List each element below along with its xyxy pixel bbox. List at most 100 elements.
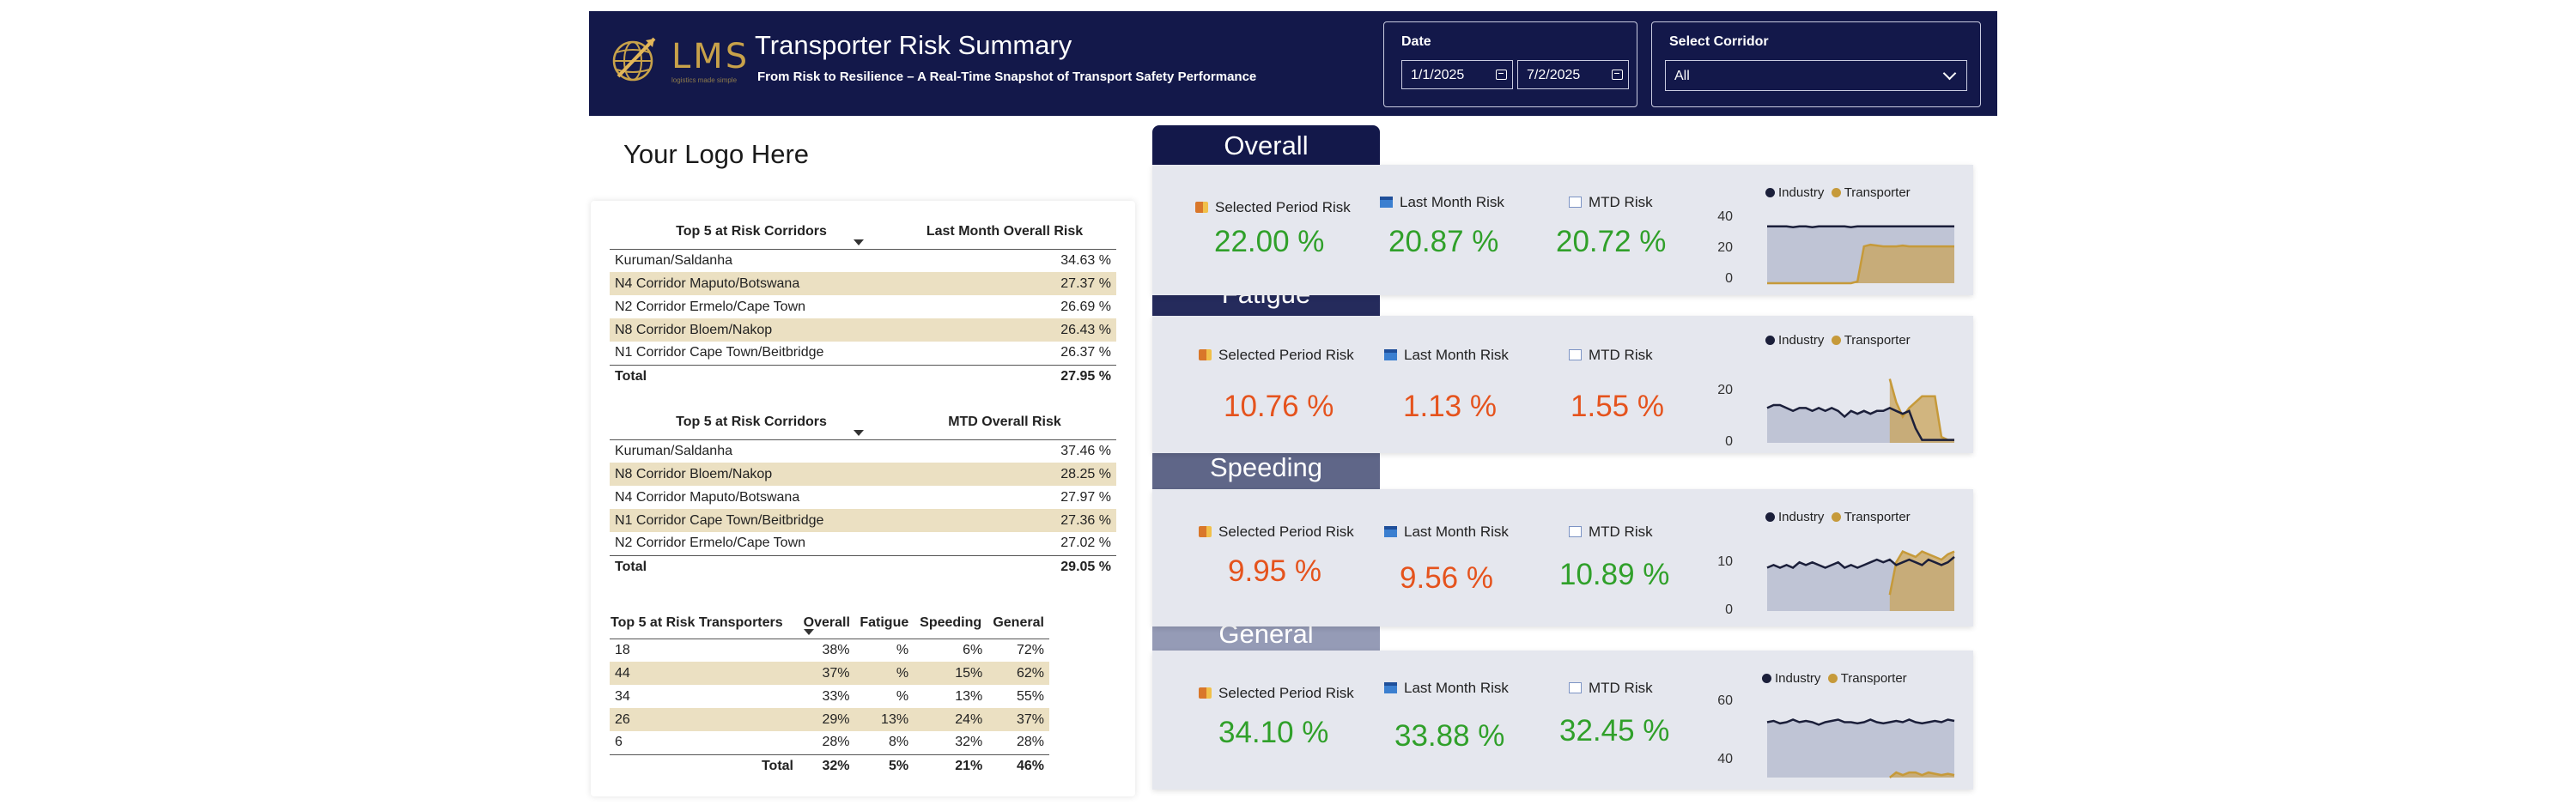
chart-legend: Industry Transporter <box>1765 333 1911 348</box>
table-row[interactable]: Kuruman/Saldanha 37.46 % <box>615 443 1111 458</box>
legend-dot-transporter <box>1831 188 1841 197</box>
column-header-overall[interactable]: Overall <box>799 608 855 639</box>
selected-period-label: Selected Period Risk <box>1199 347 1354 364</box>
date-filter-label: Date <box>1401 34 1431 49</box>
table-row[interactable]: N4 Corridor Maputo/Botswana 27.37 % <box>610 272 1116 295</box>
sort-desc-icon[interactable] <box>854 239 864 245</box>
legend-dot-transporter <box>1831 336 1841 345</box>
calendar-icon[interactable] <box>1612 70 1623 80</box>
selected-period-value: 22.00 % <box>1214 225 1325 258</box>
last-month-value: 20.87 % <box>1388 225 1499 258</box>
transporters-table: Top 5 at Risk Transporters Overall Fatig… <box>610 608 1049 778</box>
y-tick-label: 10 <box>1717 554 1733 569</box>
transporter-area <box>1889 551 1954 611</box>
trend-chart-icon <box>1569 682 1582 693</box>
mtd-value: 1.55 % <box>1571 390 1664 423</box>
brand-logo-text: LMS <box>671 37 750 76</box>
corridor-select[interactable]: All <box>1665 60 1967 91</box>
table-row[interactable]: N2 Corridor Ermelo/Cape Town 26.69 % <box>615 299 1111 314</box>
corridor-select-value: All <box>1674 69 1690 83</box>
legend-dot-transporter <box>1827 674 1838 683</box>
last-month-label: Last Month Risk <box>1380 194 1504 211</box>
report-header: LMS logistics made simple Transporter Ri… <box>589 11 1997 116</box>
table-row[interactable]: N8 Corridor Bloem/Nakop 28.25 % <box>610 463 1116 486</box>
date-to-input[interactable]: 7/2/2025 <box>1517 60 1629 89</box>
corridors-last-month-table: Top 5 at Risk Corridors Last Month Overa… <box>610 215 1116 388</box>
y-tick-label: 40 <box>1717 752 1733 766</box>
tab-overall[interactable]: Overall <box>1152 125 1380 168</box>
mtd-label: MTD Risk <box>1569 194 1653 211</box>
date-filter: Date 1/1/2025 7/2/2025 <box>1383 21 1637 107</box>
date-from-value: 1/1/2025 <box>1411 68 1465 82</box>
mtd-label: MTD Risk <box>1569 680 1653 697</box>
y-tick-label: 0 <box>1725 271 1733 286</box>
calendar-icon[interactable] <box>1496 70 1507 80</box>
legend-dot-industry <box>1765 336 1775 345</box>
mtd-value: 10.89 % <box>1559 558 1670 591</box>
legend-dot-industry <box>1765 188 1775 197</box>
date-from-input[interactable]: 1/1/2025 <box>1401 60 1513 89</box>
table-row[interactable]: N4 Corridor Maputo/Botswana 27.97 % <box>615 489 1111 505</box>
column-header-mtd-risk[interactable]: MTD Overall Risk <box>893 405 1116 440</box>
last-month-value: 33.88 % <box>1394 719 1505 753</box>
table-row[interactable]: 18 38%% 6% 72% <box>615 642 1044 657</box>
table-row[interactable]: Kuruman/Saldanha 34.63 % <box>615 252 1111 268</box>
overall-card: Selected Period Risk Last Month Risk MTD… <box>1152 165 1973 295</box>
table-row[interactable]: 34 33%% 13% 55% <box>615 688 1044 704</box>
industry-line <box>1766 403 1954 441</box>
y-tick-label: 40 <box>1717 209 1733 224</box>
table-row[interactable]: N2 Corridor Ermelo/Cape Town 27.02 % <box>615 536 1111 551</box>
column-header-fatigue[interactable]: Fatigue <box>854 608 914 639</box>
y-tick-label: 60 <box>1717 693 1733 708</box>
trend-chart-icon <box>1569 197 1582 208</box>
calendar-icon <box>1380 197 1393 208</box>
y-tick-label: 20 <box>1717 240 1733 255</box>
tab-speeding[interactable]: Speeding <box>1152 447 1380 490</box>
mtd-value: 20.72 % <box>1556 225 1667 258</box>
table-row[interactable]: 44 37%% 15% 62% <box>610 662 1049 685</box>
last-month-label: Last Month Risk <box>1384 524 1509 541</box>
general-sparkline <box>1766 718 1955 778</box>
column-header-transporter[interactable]: Top 5 at Risk Transporters <box>610 608 799 639</box>
table-row[interactable]: 6 28% 8% 32% 28% <box>615 735 1044 750</box>
transporter-line <box>1767 243 1954 285</box>
table-row[interactable]: 26 29% 13% 24% 37% <box>610 708 1049 731</box>
trend-chart-icon <box>1569 526 1582 537</box>
page-title: Transporter Risk Summary <box>755 30 1072 60</box>
chevron-down-icon[interactable] <box>1942 66 1957 81</box>
truck-icon <box>1199 687 1212 699</box>
truck-icon <box>1195 202 1208 213</box>
column-header-corridor[interactable]: Top 5 at Risk Corridors <box>610 405 893 440</box>
table-row[interactable]: N1 Corridor Cape Town/Beitbridge 27.36 % <box>610 509 1116 532</box>
mtd-label: MTD Risk <box>1569 524 1653 541</box>
y-tick-label: 0 <box>1725 434 1733 449</box>
trend-chart-icon <box>1569 349 1582 360</box>
industry-line <box>1766 718 1955 726</box>
corridor-filter-label: Select Corridor <box>1669 34 1769 49</box>
sort-desc-icon[interactable] <box>854 429 864 436</box>
legend-dot-transporter <box>1831 512 1841 522</box>
industry-area <box>1767 719 1954 778</box>
truck-icon <box>1199 349 1212 360</box>
general-card: Selected Period Risk Last Month Risk MTD… <box>1152 651 1973 790</box>
mtd-value: 32.45 % <box>1559 714 1670 748</box>
table-total-row: Total 29.05 % <box>610 554 1116 578</box>
fatigue-card: Selected Period Risk Last Month Risk MTD… <box>1152 316 1973 453</box>
transporter-area <box>1889 772 1954 778</box>
brand-tagline: logistics made simple <box>671 76 738 84</box>
table-row[interactable]: N8 Corridor Bloem/Nakop 26.43 % <box>610 318 1116 342</box>
column-header-speeding[interactable]: Speeding <box>914 608 988 639</box>
speeding-card: Selected Period Risk Last Month Risk MTD… <box>1152 489 1973 626</box>
page-subtitle: From Risk to Resilience – A Real-Time Sn… <box>757 70 1257 84</box>
calendar-icon <box>1384 349 1397 360</box>
column-header-corridor[interactable]: Top 5 at Risk Corridors <box>610 215 893 250</box>
chart-legend: Industry Transporter <box>1762 671 1907 686</box>
corridor-filter: Select Corridor All <box>1651 21 1981 107</box>
sort-desc-icon[interactable] <box>804 628 814 635</box>
column-header-general[interactable]: General <box>987 608 1049 639</box>
chart-legend: Industry Transporter <box>1765 185 1911 200</box>
column-header-last-month-risk[interactable]: Last Month Overall Risk <box>893 215 1116 250</box>
selected-period-label: Selected Period Risk <box>1199 685 1354 702</box>
table-row[interactable]: N1 Corridor Cape Town/Beitbridge 26.37 % <box>615 345 1111 360</box>
